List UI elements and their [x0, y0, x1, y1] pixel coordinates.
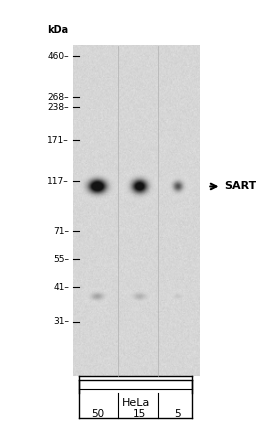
Text: 41–: 41– [53, 282, 69, 292]
Text: 268–: 268– [48, 93, 69, 102]
Text: 460–: 460– [48, 51, 69, 61]
Text: 55–: 55– [53, 255, 69, 264]
Text: 171–: 171– [47, 136, 69, 145]
Text: 31–: 31– [53, 317, 69, 326]
Text: 5: 5 [175, 409, 181, 419]
Text: 15: 15 [133, 409, 146, 419]
Text: SART1: SART1 [224, 181, 256, 191]
Text: 117–: 117– [47, 177, 69, 186]
Text: 238–: 238– [48, 103, 69, 112]
Text: HeLa: HeLa [122, 398, 150, 408]
Text: 71–: 71– [53, 227, 69, 235]
Text: kDa: kDa [47, 25, 68, 35]
Text: 50: 50 [91, 409, 104, 419]
